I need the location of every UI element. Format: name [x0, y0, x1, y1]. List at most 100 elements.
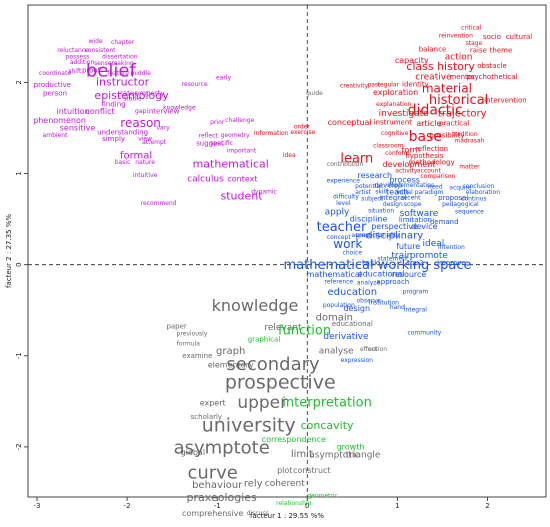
word-label: mathematical [307, 270, 362, 279]
word-label: relevant [264, 323, 302, 333]
word-label: contribution [327, 161, 364, 168]
word-label: scope [404, 201, 422, 208]
word-label: perspective [371, 222, 418, 231]
word-label: knowledge [212, 296, 299, 315]
word-label: construct [293, 466, 331, 475]
word-label: early [216, 74, 232, 81]
word-label: making [111, 60, 133, 67]
word-label: comprehensive [182, 509, 243, 518]
word-label: intention [438, 244, 465, 251]
word-label: reinvention [439, 32, 473, 39]
word-label: need [428, 184, 443, 191]
word-label: device [411, 222, 437, 231]
word-label: develop [374, 181, 402, 189]
word-label: class history [406, 60, 475, 73]
word-label: balance [419, 46, 447, 54]
word-label: explanation [376, 101, 411, 108]
word-label: possibility [429, 131, 464, 139]
word-label: growth [337, 442, 365, 451]
y-tick-label: -2 [15, 443, 23, 450]
word-label: research [358, 171, 393, 180]
word-label: intuition [57, 107, 90, 116]
word-label: sensitive [60, 124, 96, 133]
word-label: behaviour [192, 480, 243, 491]
word-label: sense [94, 60, 112, 67]
word-label: discipline [350, 215, 388, 224]
word-label: nature [135, 159, 155, 166]
word-label: expression [341, 357, 374, 364]
word-label: challenge [225, 117, 254, 124]
word-label: conflict [85, 107, 114, 116]
word-label: proportionality [355, 232, 400, 239]
x-tick-label: 2 [485, 502, 489, 510]
word-label: guide [306, 90, 323, 97]
word-label: design [344, 304, 371, 313]
word-label: correspondence [262, 435, 326, 444]
word-label: didactic [408, 103, 463, 119]
word-label: madrasah [454, 137, 484, 144]
x-tick-label: 1 [395, 502, 399, 510]
word-label: coherent [265, 479, 305, 489]
word-label: important [227, 147, 257, 154]
word-label: activity [395, 167, 418, 174]
word-label: practical [439, 119, 469, 127]
word-label: conclusion [463, 183, 495, 190]
word-label: raise [470, 47, 487, 55]
word-label: domain [316, 313, 353, 324]
word-label: continus [461, 196, 487, 203]
word-label: geometry [221, 132, 251, 139]
word-label: train [391, 251, 412, 261]
word-label: socio [483, 33, 501, 41]
word-label: educational [332, 320, 373, 328]
x-tick-label: -3 [34, 502, 41, 510]
word-label: phenomenon [33, 116, 86, 125]
word-label: pedagogical [442, 201, 479, 208]
word-label: suggest [196, 139, 224, 147]
y-axis-ticks: -2 -1 0 1 2 [15, 80, 28, 450]
word-label: stage [466, 40, 483, 47]
word-label: effect [360, 346, 378, 353]
word-label: attempt [142, 139, 167, 146]
word-label: interview [147, 108, 180, 116]
word-label: stable [123, 95, 142, 102]
word-label: psychothetical [466, 73, 517, 81]
word-label: experience [327, 177, 361, 184]
word-label: teacher [317, 220, 367, 235]
word-label: approach [376, 278, 409, 286]
word-label: secondary [226, 354, 320, 375]
word-label: proposal [438, 194, 468, 202]
word-label: education [328, 287, 378, 298]
word-label: feature [107, 70, 129, 77]
word-label: resource [392, 270, 427, 279]
word-label: integral [379, 194, 406, 202]
word-label: mentor [449, 73, 475, 81]
word-label: cultural [506, 33, 533, 41]
word-label: resource [182, 81, 208, 88]
word-label: mathematical [193, 157, 269, 170]
word-label: dynamic [251, 188, 277, 195]
word-label: hypothesis [405, 152, 443, 160]
word-label: implementation [387, 182, 435, 189]
word-label: regular [378, 82, 400, 89]
word-label: understanding [97, 129, 148, 137]
word-label: function [278, 324, 331, 339]
y-tick-label: 1 [15, 171, 23, 175]
word-label: university [202, 414, 296, 436]
word-label: notion [368, 346, 387, 353]
word-label: formal [120, 150, 152, 161]
word-label: derivative [323, 332, 369, 342]
word-label: conceptual [328, 118, 372, 127]
word-label: information [254, 130, 289, 137]
word-label: ideal [423, 239, 445, 249]
word-label: finding [102, 100, 126, 108]
word-label: basic [115, 159, 131, 166]
word-label: demand [430, 218, 459, 226]
word-label: scholarly [191, 413, 222, 421]
word-label: historical [429, 93, 488, 108]
y-tick-label: 2 [15, 80, 23, 84]
word-label: idea [283, 152, 296, 159]
x-tick-label: -2 [124, 502, 131, 510]
x-tick-label: 0 [305, 502, 309, 510]
